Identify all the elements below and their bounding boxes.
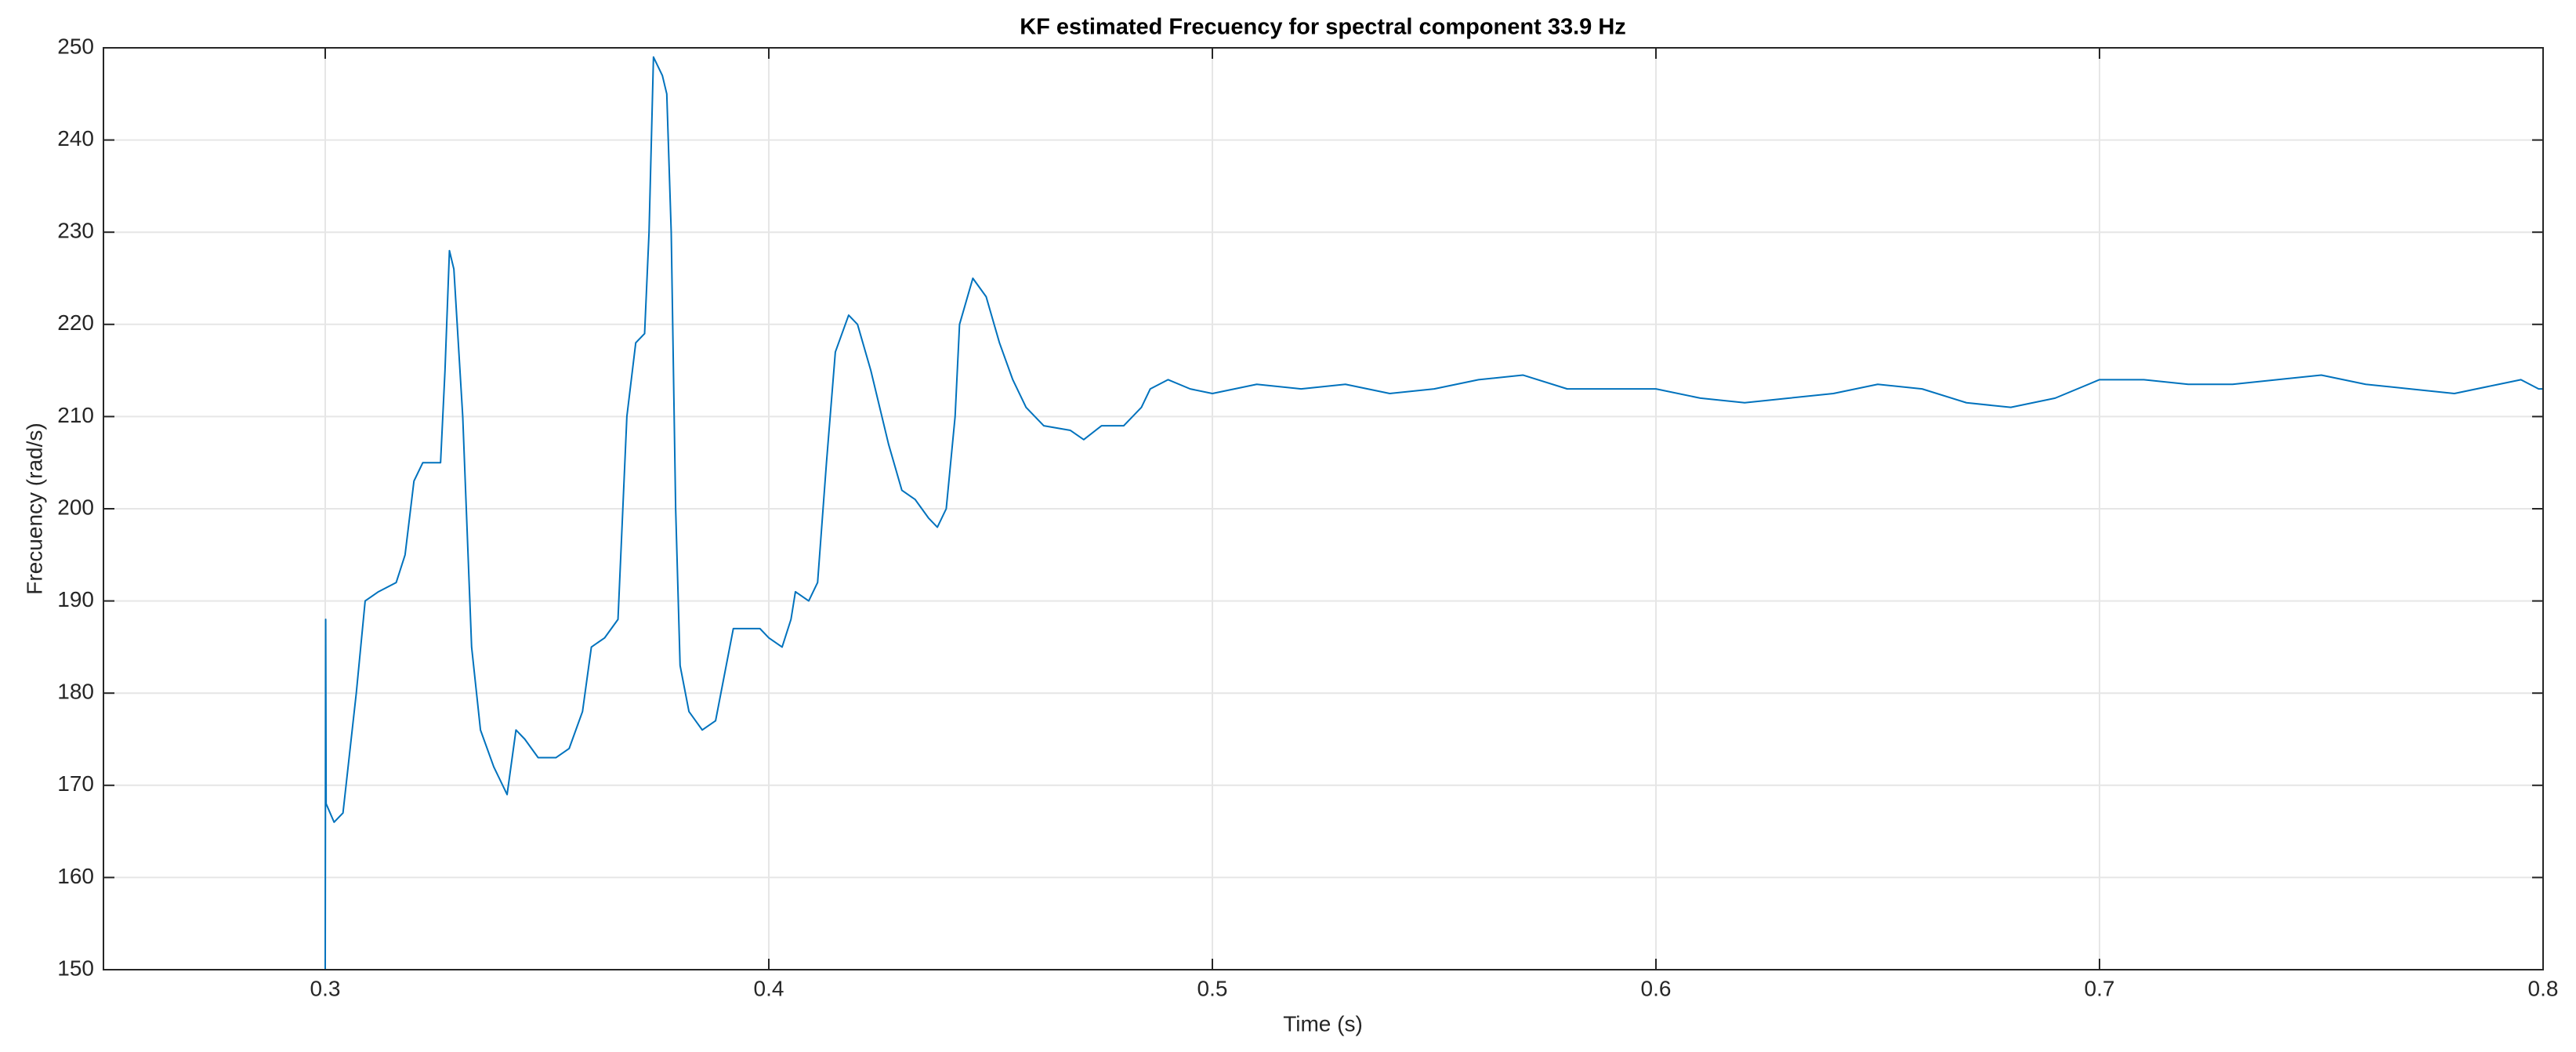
y-tick-label: 150 [57,956,94,980]
y-tick-label: 200 [57,495,94,519]
y-tick-label: 250 [57,34,94,58]
y-tick-label: 170 [57,771,94,796]
x-tick-label: 0.4 [754,976,784,1000]
chart-title: KF estimated Frecuency for spectral comp… [1020,15,1626,40]
y-tick-label: 220 [57,310,94,335]
x-tick-label: 0.3 [310,976,341,1000]
data-line [324,56,2544,970]
x-tick-label: 0.6 [1641,976,1672,1000]
x-tick-label: 0.8 [2528,976,2559,1000]
x-axis-label: Time (s) [1283,1011,1363,1036]
y-tick-label: 160 [57,864,94,888]
y-axis-label: Frecuency (rad/s) [22,423,46,594]
y-tick-label: 190 [57,587,94,611]
x-tick-label: 0.5 [1197,976,1228,1000]
y-tick-label: 180 [57,680,94,704]
x-tick-label: 0.7 [2085,976,2115,1000]
plot-frame [103,47,2544,970]
y-tick-label: 210 [57,403,94,427]
y-tick-label: 230 [57,219,94,243]
y-tick-label: 240 [57,126,94,151]
